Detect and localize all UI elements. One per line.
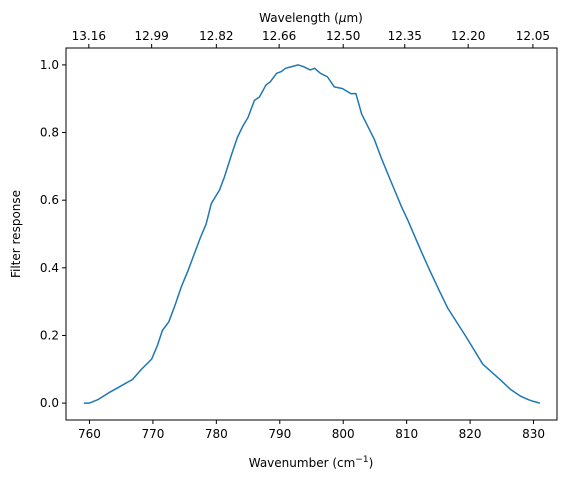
y-ticks: 0.0 0.2 0.4 0.6 0.8 1.0 [40,58,66,410]
x-tick-label: 810 [395,427,418,441]
y-tick-label: 1.0 [40,58,59,72]
x-tick-label: 760 [78,427,101,441]
y-tick-label: 0.4 [40,261,59,275]
y-tick-label: 0.2 [40,328,59,342]
y-tick-label: 0.6 [40,193,59,207]
top-tick-label: 13.16 [72,29,106,43]
x-axis-title: Wavenumber (cm−1) [249,455,374,470]
y-tick-label: 0.8 [40,126,59,140]
x-tick-label: 770 [141,427,164,441]
x-tick-label: 830 [522,427,545,441]
x-tick-label: 780 [205,427,228,441]
plot-frame [65,47,558,421]
top-tick-label: 12.82 [199,29,233,43]
x-axis-title-superscript: −1 [355,455,368,465]
x-tick-label: 800 [332,427,355,441]
top-x-ticks: 13.16 12.99 12.82 12.66 12.50 12.35 12.20 12.05 [72,29,550,48]
x-tick-label: 820 [459,427,482,441]
top-tick-label: 12.35 [388,29,422,43]
top-tick-label: 12.99 [134,29,168,43]
y-axis-title: Filter response [9,190,23,278]
bottom-x-ticks: 760 770 780 790 800 810 820 830 [78,420,545,441]
top-x-axis-title: Wavelength (μm) [259,11,363,25]
top-tick-label: 12.50 [326,29,360,43]
plot-area [66,48,557,420]
filter-response-line [83,64,541,404]
x-tick-label: 790 [268,427,291,441]
top-tick-label: 12.66 [262,29,296,43]
top-tick-label: 12.20 [451,29,485,43]
top-tick-label: 12.05 [516,29,550,43]
mu-symbol: μ [338,11,347,25]
y-tick-label: 0.0 [40,396,59,410]
